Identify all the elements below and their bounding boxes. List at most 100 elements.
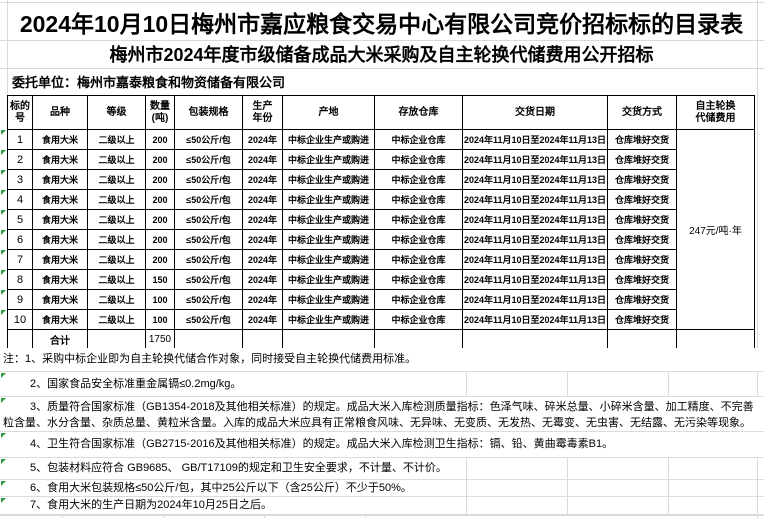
cell-lot-no: 3 bbox=[7, 169, 33, 190]
cell-storage-warehouse: 中标企业仓库 bbox=[374, 129, 463, 150]
cell-storage-warehouse: 中标企业仓库 bbox=[374, 249, 463, 270]
cell-grade: 二级以上 bbox=[87, 149, 146, 170]
cell-storage-warehouse: 中标企业仓库 bbox=[374, 209, 463, 230]
cell-delivery-method: 仓库堆好交货 bbox=[607, 229, 677, 250]
cell-lot-no: 4 bbox=[7, 189, 33, 210]
entrusting-party-line: 委托单位：梅州市嘉泰粮食和物资储备有限公司 bbox=[12, 75, 286, 90]
gridline bbox=[264, 515, 265, 518]
cell-quantity: 200 bbox=[145, 169, 175, 190]
cell-empty bbox=[676, 329, 755, 349]
cell-packaging: ≤50公斤/包 bbox=[174, 269, 243, 290]
cell-delivery-date: 2024年11月10日至2024年11月13日 bbox=[462, 129, 608, 150]
gridline bbox=[0, 68, 764, 69]
table-row: 5 食用大米 二级以上 200 ≤50公斤/包 2024年 中标企业生产或购进 中标企业仓库 2… bbox=[7, 209, 755, 230]
cell-flag-triangle-icon bbox=[1, 498, 6, 503]
cell-empty bbox=[87, 329, 146, 349]
table-row: 1 食用大米 二级以上 200 ≤50公斤/包 2024年 中标企业生产或购进 中标企业仓库 2… bbox=[7, 129, 755, 330]
cell-storage-warehouse: 中标企业仓库 bbox=[374, 309, 463, 330]
cell-quantity: 200 bbox=[145, 209, 175, 230]
note-4: 4、卫生符合国家标准（GB2715-2016及其他相关标准）的规定。成品大米入库… bbox=[0, 432, 764, 458]
header-production-year: 生产 年份 bbox=[242, 95, 283, 130]
cell-empty bbox=[374, 329, 463, 349]
cell-flag-triangle-icon bbox=[1, 270, 6, 275]
cell-delivery-date: 2024年11月10日至2024年11月13日 bbox=[462, 169, 608, 190]
cell-quantity: 100 bbox=[145, 309, 175, 330]
note-text: 7、食用大米的生产日期为2024年10月25日之后。 bbox=[30, 499, 273, 511]
table-row: 8 食用大米 二级以上 150 ≤50公斤/包 2024年 中标企业生产或购进 中标企业仓库 2… bbox=[7, 269, 755, 290]
cell-delivery-method: 仓库堆好交货 bbox=[607, 249, 677, 270]
cell-variety: 食用大米 bbox=[32, 309, 88, 330]
cell-storage-warehouse: 中标企业仓库 bbox=[374, 229, 463, 250]
total-row: 合计 1750 bbox=[7, 329, 755, 349]
gridline bbox=[62, 515, 63, 518]
header-variety: 品种 bbox=[32, 95, 88, 130]
cell-lot-no: 10 bbox=[7, 309, 33, 330]
cell-production-year: 2024年 bbox=[242, 189, 283, 210]
cell-origin: 中标企业生产或购进 bbox=[282, 189, 375, 210]
cell-variety: 食用大米 bbox=[32, 209, 88, 230]
cell-packaging: ≤50公斤/包 bbox=[174, 129, 243, 150]
cell-lot-no: 1 bbox=[7, 129, 33, 150]
cell-origin: 中标企业生产或购进 bbox=[282, 309, 375, 330]
header-storage-warehouse: 存放仓库 bbox=[374, 95, 463, 130]
cell-origin: 中标企业生产或购进 bbox=[282, 269, 375, 290]
cell-lot-no: 9 bbox=[7, 289, 33, 310]
cell-packaging: ≤50公斤/包 bbox=[174, 209, 243, 230]
cell-delivery-date: 2024年11月10日至2024年11月13日 bbox=[462, 269, 608, 290]
cell-packaging: ≤50公斤/包 bbox=[174, 289, 243, 310]
cell-delivery-method: 仓库堆好交货 bbox=[607, 309, 677, 330]
cell-packaging: ≤50公斤/包 bbox=[174, 189, 243, 210]
cell-production-year: 2024年 bbox=[242, 129, 283, 150]
cell-delivery-method: 仓库堆好交货 bbox=[607, 129, 677, 150]
cell-production-year: 2024年 bbox=[242, 209, 283, 230]
cell-storage-warehouse: 中标企业仓库 bbox=[374, 289, 463, 310]
cell-production-year: 2024年 bbox=[242, 309, 283, 330]
cell-packaging: ≤50公斤/包 bbox=[174, 169, 243, 190]
cell-delivery-method: 仓库堆好交货 bbox=[607, 189, 677, 210]
cell-delivery-method: 仓库堆好交货 bbox=[607, 169, 677, 190]
header-quantity: 数量 (吨) bbox=[145, 95, 175, 130]
header-lot-no: 标的 号 bbox=[7, 95, 33, 130]
table-header-row: 标的 号 品种 等级 数量 (吨) 包装规格 生产 年份 产地 存放仓库 交货日… bbox=[7, 95, 755, 130]
cell-origin: 中标企业生产或购进 bbox=[282, 149, 375, 170]
cell-delivery-date: 2024年11月10日至2024年11月13日 bbox=[462, 289, 608, 310]
cell-grade: 二级以上 bbox=[87, 129, 146, 150]
note-6: 6、食用大米包装规格≤50公斤/包，其中25公斤以下（含25公斤）不少于50%。 bbox=[0, 480, 764, 497]
cell-origin: 中标企业生产或购进 bbox=[282, 209, 375, 230]
note-text: 3、质量符合国家标准（GB1354-2018及其他相关标准）的规定。成品大米入库… bbox=[3, 401, 754, 429]
cell-origin: 中标企业生产或购进 bbox=[282, 249, 375, 270]
cell-production-year: 2024年 bbox=[242, 289, 283, 310]
gridline bbox=[0, 40, 764, 41]
gridline bbox=[0, 2, 764, 3]
total-quantity-cell: 1750 bbox=[145, 329, 175, 349]
cell-quantity: 200 bbox=[145, 249, 175, 270]
note-text: 注：1、采购中标企业即为自主轮换代储合作对象，同时接受自主轮换代储费用标准。 bbox=[3, 353, 417, 365]
gridline bbox=[7, 0, 8, 95]
cell-empty bbox=[242, 329, 283, 349]
gridline bbox=[0, 515, 764, 516]
cell-flag-triangle-icon bbox=[1, 459, 6, 464]
cell-lot-no: 2 bbox=[7, 149, 33, 170]
table-row: 2 食用大米 二级以上 200 ≤50公斤/包 2024年 中标企业生产或购进 中标企业仓库 2… bbox=[7, 149, 755, 170]
cell-empty bbox=[462, 329, 608, 349]
gridline bbox=[757, 0, 758, 518]
note-text: 5、包装材料应符合 GB9685、 GB/T17109的规定和卫生安全要求，不计… bbox=[30, 462, 447, 474]
cell-flag-triangle-icon bbox=[1, 310, 6, 315]
cell-storage-warehouse: 中标企业仓库 bbox=[374, 149, 463, 170]
header-packaging: 包装规格 bbox=[174, 95, 243, 130]
cell-origin: 中标企业生产或购进 bbox=[282, 129, 375, 150]
gridline bbox=[365, 515, 366, 518]
note-5: 5、包装材料应符合 GB9685、 GB/T17109的规定和卫生安全要求，不计… bbox=[0, 458, 764, 480]
cell-origin: 中标企业生产或购进 bbox=[282, 229, 375, 250]
cell-grade: 二级以上 bbox=[87, 269, 146, 290]
table-row: 6 食用大米 二级以上 200 ≤50公斤/包 2024年 中标企业生产或购进 中标企业仓库 2… bbox=[7, 229, 755, 250]
cell-flag-triangle-icon bbox=[1, 481, 6, 486]
header-rotation-fee: 自主轮换 代储费用 bbox=[676, 95, 755, 130]
cell-flag-triangle-icon bbox=[1, 398, 6, 403]
cell-production-year: 2024年 bbox=[242, 149, 283, 170]
header-grade: 等级 bbox=[87, 95, 146, 130]
cell-flag-triangle-icon bbox=[1, 190, 6, 195]
note-7: 7、食用大米的生产日期为2024年10月25日之后。 bbox=[0, 497, 764, 515]
cell-delivery-date: 2024年11月10日至2024年11月13日 bbox=[462, 149, 608, 170]
